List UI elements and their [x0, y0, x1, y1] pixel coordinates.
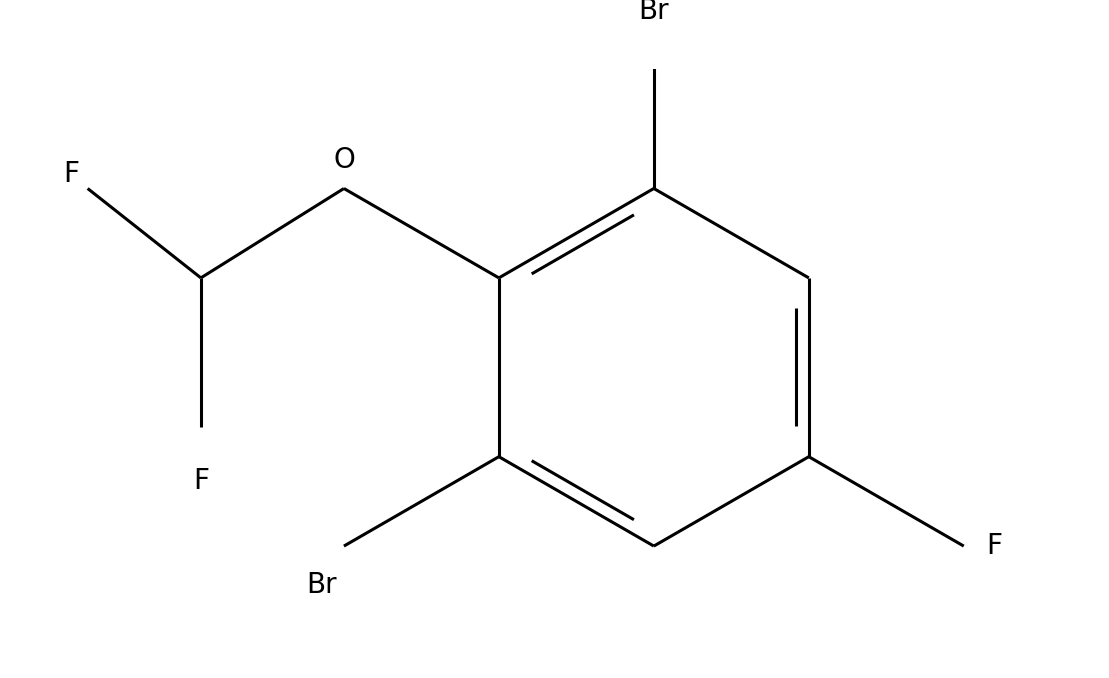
- Text: Br: Br: [306, 571, 336, 599]
- Text: F: F: [987, 532, 1003, 560]
- Text: Br: Br: [639, 0, 669, 24]
- Text: F: F: [63, 159, 79, 188]
- Text: O: O: [333, 146, 355, 174]
- Text: F: F: [193, 466, 208, 495]
